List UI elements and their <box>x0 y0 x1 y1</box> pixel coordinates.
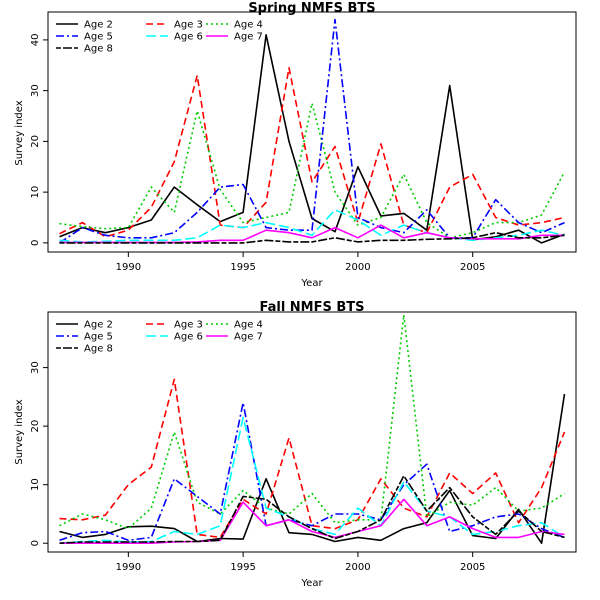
legend-entry: Age 4 <box>206 20 263 31</box>
x-tick-label: 1995 <box>230 562 255 573</box>
legend: Age 2 Age 3 Age 4 Age 5 Age 6 Age 7 Age 8 <box>56 320 263 355</box>
x-tick-label: 1990 <box>116 562 141 573</box>
legend-entry: Age 4 <box>206 320 263 331</box>
y-tick-label: 30 <box>30 84 41 97</box>
y-tick-label: 20 <box>30 420 41 433</box>
legend-label: Age 7 <box>234 32 263 43</box>
spring-chart: Spring NMFS BTS Year Survey index 1990 19… <box>14 1 577 289</box>
legend-label: Age 8 <box>84 44 113 55</box>
y-tick-label: 10 <box>30 186 41 199</box>
series-line-age-4 <box>59 102 566 239</box>
y-axis-label: Survey index <box>14 100 25 165</box>
legend-entry: Age 3 <box>146 20 203 31</box>
legend-entry: Age 2 <box>56 320 113 331</box>
legend-label: Age 6 <box>174 32 203 43</box>
y-tick-label: 0 <box>30 540 41 546</box>
legend-label: Age 6 <box>174 332 203 343</box>
x-tick-label: 2000 <box>345 262 370 273</box>
x-tick-label: 1995 <box>230 262 255 273</box>
y-tick-label: 30 <box>30 361 41 374</box>
legend-label: Age 4 <box>234 320 263 331</box>
legend-label: Age 5 <box>84 332 113 343</box>
axes: 1990 1995 2000 2005 0 10 20 30 40 <box>30 11 577 273</box>
legend-label: Age 5 <box>84 32 113 43</box>
legend-entry: Age 6 <box>146 32 203 43</box>
legend-label: Age 8 <box>84 344 113 355</box>
series-lines <box>59 18 566 244</box>
legend-label: Age 4 <box>234 20 263 31</box>
y-tick-label: 0 <box>30 240 41 246</box>
x-tick-label: 2005 <box>460 562 485 573</box>
series-line-age-5 <box>59 401 565 542</box>
legend-label: Age 2 <box>84 20 113 31</box>
legend-entry: Age 5 <box>56 332 113 343</box>
y-axis-label: Survey index <box>14 399 25 464</box>
series-line-age-8 <box>59 231 565 244</box>
legend-entry: Age 8 <box>56 44 113 55</box>
legend-entry: Age 8 <box>56 344 113 355</box>
legend-entry: Age 7 <box>206 32 263 43</box>
x-tick-label: 2005 <box>460 262 485 273</box>
series-line-age-7 <box>59 498 565 545</box>
legend-entry: Age 3 <box>146 320 203 331</box>
series-line-age-2 <box>59 393 566 545</box>
series-lines <box>59 314 566 545</box>
series-line-age-3 <box>59 378 566 539</box>
legend-entry: Age 5 <box>56 32 113 43</box>
y-tick-label: 10 <box>30 478 41 491</box>
x-tick-label: 2000 <box>345 562 370 573</box>
legend-entry: Age 2 <box>56 20 113 31</box>
legend: Age 2 Age 3 Age 4 Age 5 Age 6 Age 7 Age 8 <box>56 20 263 55</box>
legend-label: Age 7 <box>234 332 263 343</box>
x-axis-label: Year <box>300 578 323 589</box>
legend-entry: Age 6 <box>146 332 203 343</box>
legend-label: Age 2 <box>84 320 113 331</box>
legend-label: Age 3 <box>174 20 203 31</box>
series-line-age-4 <box>59 314 565 530</box>
chart-title: Spring NMFS BTS <box>248 1 375 16</box>
y-tick-label: 20 <box>30 135 41 148</box>
x-tick-label: 1990 <box>116 262 141 273</box>
legend-label: Age 3 <box>174 320 203 331</box>
series-line-age-5 <box>59 18 565 244</box>
y-tick-label: 40 <box>30 34 41 47</box>
axes: 1990 1995 2000 2005 0 10 20 30 <box>30 311 577 573</box>
series-line-age-3 <box>59 67 565 238</box>
plot-frame <box>47 11 577 253</box>
fall-chart: Fall NMFS BTS Year Survey index 1990 1995… <box>14 300 577 589</box>
legend-entry: Age 7 <box>206 332 263 343</box>
chart-title: Fall NMFS BTS <box>259 300 364 315</box>
series-line-age-8 <box>59 475 565 544</box>
plot-frame <box>47 311 577 553</box>
x-axis-label: Year <box>300 278 323 289</box>
